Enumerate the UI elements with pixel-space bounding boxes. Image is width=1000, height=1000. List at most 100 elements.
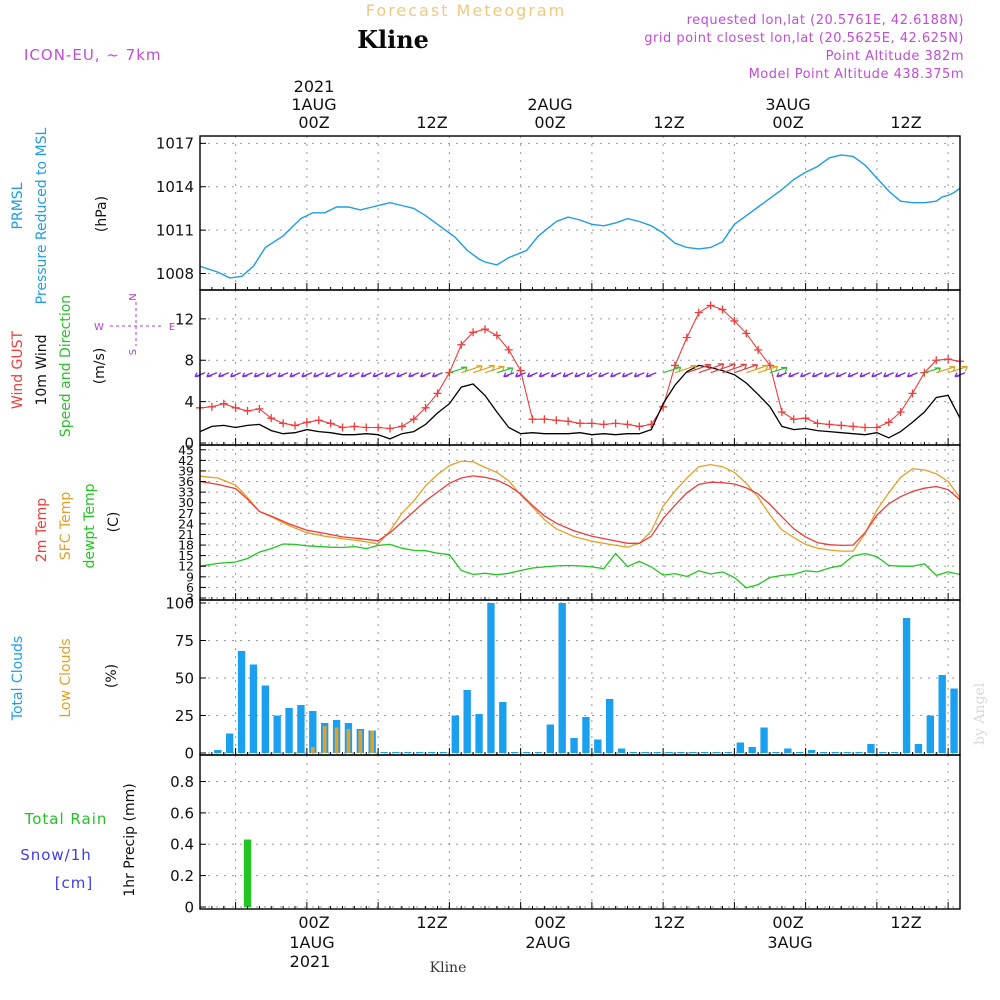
gust-marker <box>671 361 679 370</box>
gust-marker <box>540 415 549 424</box>
model-label: ICON-EU, ~ 7km <box>24 46 162 64</box>
gust-marker <box>516 366 525 375</box>
y-tick-label: 0 <box>184 898 194 916</box>
total-clouds-bar <box>748 747 756 753</box>
label-prmsl: PRMSL <box>10 182 26 229</box>
label-sfc-temp: SFC Temp <box>58 492 74 561</box>
wind-direction-arrow <box>645 372 657 378</box>
gust-marker <box>777 407 786 416</box>
label-10m-wind: 10m Wind <box>34 334 50 405</box>
y-tick-label: 0 <box>184 744 194 762</box>
label-percent: (%) <box>104 664 120 688</box>
gust-marker <box>279 419 288 428</box>
low-clouds-bar <box>322 726 327 753</box>
y-tick-label: 0.2 <box>170 867 194 885</box>
total-clouds-bar <box>285 708 293 753</box>
sfc-temp-line <box>199 460 961 552</box>
gust-marker <box>350 422 359 431</box>
gust-marker <box>872 423 881 432</box>
wind-speed-line <box>199 364 961 440</box>
gust-marker <box>421 403 430 412</box>
low-clouds-bar <box>370 730 375 753</box>
total-clouds-bar <box>843 752 851 753</box>
rain-bar <box>243 839 252 907</box>
y-tick-label: 36 <box>178 474 194 489</box>
gust-marker <box>896 407 905 416</box>
y-tick-label: 27 <box>178 506 194 521</box>
wind-direction-arrow <box>906 372 918 378</box>
y-tick-label: 1011 <box>156 222 194 240</box>
y-tick-label: 8 <box>184 352 194 370</box>
gust-marker <box>884 418 893 427</box>
gust-marker <box>504 345 513 354</box>
wind-direction-arrow <box>788 372 799 378</box>
total-clouds-bar <box>297 705 305 753</box>
total-clouds-bar <box>439 752 448 753</box>
label-1hr-precip: 1hr Precip (mm) <box>122 783 138 896</box>
gust-marker <box>706 301 715 310</box>
total-clouds-bar <box>760 727 768 753</box>
wind-direction-arrow <box>515 372 526 378</box>
gust-marker <box>742 329 751 338</box>
wind-direction-arrow <box>336 372 348 378</box>
wind-direction-arrow <box>360 372 372 378</box>
total-clouds-bar <box>249 664 258 753</box>
wind-direction-arrow <box>859 372 871 378</box>
y-tick-label: 24 <box>178 516 194 531</box>
wind-direction-arrow <box>277 372 289 378</box>
y-tick-label: 0 <box>184 434 194 452</box>
y-tick-label: 75 <box>175 632 194 650</box>
total-clouds-bar <box>950 688 958 753</box>
total-clouds-bar <box>226 733 234 753</box>
total-clouds-bar <box>879 752 887 753</box>
total-clouds-bar <box>831 752 839 753</box>
gust-marker <box>611 419 620 428</box>
total-clouds-bar <box>724 752 733 753</box>
total-clouds-bar <box>677 752 685 753</box>
wind-direction-arrow <box>265 372 277 378</box>
y-tick-label: 15 <box>178 548 194 563</box>
y-tick-label: 9 <box>186 569 194 584</box>
total-clouds-bar <box>546 724 554 753</box>
top-hour-tick: 00Z <box>772 113 803 132</box>
point-altitude: Point Altitude 382m <box>826 49 964 64</box>
wind-direction-arrow <box>230 372 241 378</box>
top-year-label: 2021 <box>294 77 335 96</box>
total-clouds-bar <box>736 742 744 753</box>
bottom-year-label: 2021 <box>290 952 331 971</box>
wind-direction-arrow <box>325 372 336 378</box>
total-clouds-bar <box>938 675 946 753</box>
total-clouds-bar <box>819 752 828 753</box>
total-clouds-bar <box>689 752 697 753</box>
total-clouds-bar <box>416 752 424 753</box>
total-clouds-bar <box>665 752 673 753</box>
y-tick-label: 1017 <box>156 135 194 153</box>
total-clouds-bar <box>237 651 246 753</box>
total-clouds-bar <box>404 752 412 753</box>
gust-marker <box>457 340 466 349</box>
total-clouds-bar <box>261 685 269 753</box>
label-total-clouds: Total Clouds <box>10 636 26 721</box>
wind-direction-arrow <box>496 367 514 374</box>
station-title: Kline <box>357 25 429 54</box>
top-hour-tick: 12Z <box>890 113 921 132</box>
total-clouds-bar <box>582 717 590 753</box>
y-tick-label: 4 <box>184 393 194 411</box>
gust-marker <box>397 422 406 431</box>
gust-marker <box>552 416 561 425</box>
total-clouds-bar <box>392 752 400 753</box>
compass-east: E <box>169 322 175 333</box>
top-hour-tick: 00Z <box>298 113 329 132</box>
gust-marker <box>754 345 763 354</box>
wind-direction-arrow <box>871 372 883 378</box>
y-tick-label: 21 <box>178 527 194 542</box>
top-hour-tick: 00Z <box>534 113 565 132</box>
gust-marker <box>492 331 501 340</box>
gust-marker <box>801 414 810 423</box>
wind-direction-arrow <box>811 372 823 378</box>
gust-marker <box>825 420 834 429</box>
label-snow: Snow/1h <box>20 846 92 864</box>
y-tick-label: 42 <box>178 453 194 468</box>
label-total-rain: Total Rain <box>24 810 108 828</box>
y-tick-label: 0.4 <box>170 836 194 854</box>
